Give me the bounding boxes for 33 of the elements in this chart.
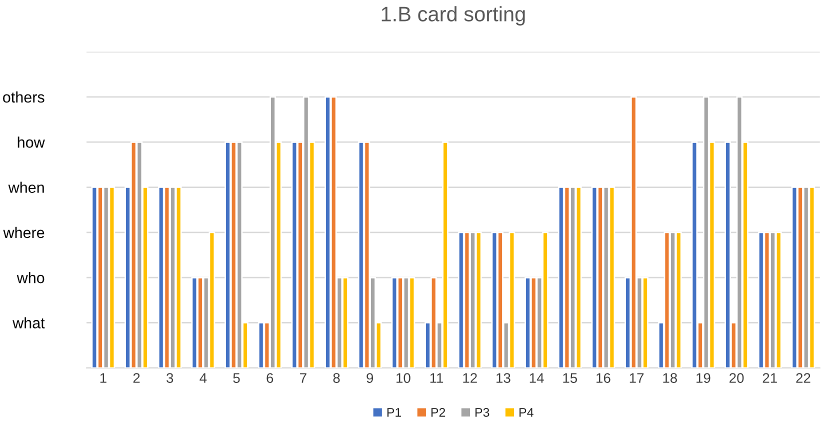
x-tick-label: 6 [266,373,274,383]
x-tick-label: 3 [166,373,174,383]
x-tick-label: 17 [630,373,644,383]
x-tick-label: 1 [100,373,106,383]
x-tick-label: 20 [730,373,744,383]
x-tick-label: 18 [663,373,677,383]
legend-label: P4 [520,408,534,417]
x-tick-label: 12 [463,373,477,383]
x-tick-label: 13 [496,373,510,383]
x-tick-label: 10 [396,373,410,383]
text: where [3,226,44,238]
chart-title: 1.B card sorting [382,6,525,26]
x-tick-label: 4 [200,373,207,383]
legend-label: P1 [387,408,402,417]
x-tick-label: 8 [333,373,340,383]
legend-label: P2 [431,408,446,417]
x-tick-label: 22 [796,373,810,383]
x-tick-label: 19 [696,373,710,383]
text: how [18,136,45,148]
x-tick-label: 21 [762,373,777,383]
x-tick-label: 15 [563,373,578,383]
text: what [12,317,45,328]
text: others [3,91,44,103]
x-tick-label: 16 [596,373,610,383]
text: who [16,272,44,284]
x-tick-label: 11 [430,373,444,383]
text: when [8,182,44,193]
x-tick-label: 2 [133,373,140,383]
x-tick-label: 5 [233,373,240,383]
x-tick-label: 9 [366,373,374,383]
x-tick-label: 7 [300,373,306,383]
legend-label: P3 [475,408,490,417]
x-tick-label: 14 [530,373,544,383]
